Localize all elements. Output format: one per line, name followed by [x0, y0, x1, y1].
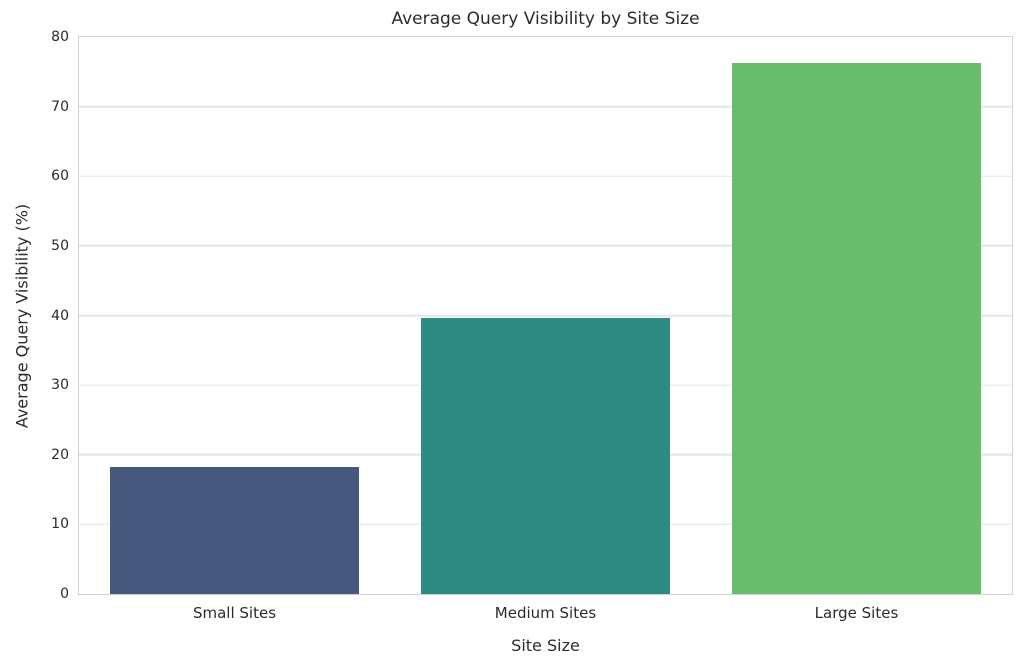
y-tick-label-50: 50 — [51, 237, 69, 254]
x-tick-label-medium-sites: Medium Sites — [494, 604, 597, 622]
x-tick-label-large-sites: Large Sites — [814, 604, 899, 622]
y-tick-label-20: 20 — [51, 446, 69, 463]
gridline-y-40 — [79, 314, 1012, 317]
y-tick-label-60: 60 — [51, 168, 69, 185]
gridline-y-60 — [79, 175, 1012, 177]
y-tick-label-10: 10 — [51, 516, 69, 533]
gridline-y-50 — [79, 245, 1012, 247]
y-tick-label-30: 30 — [51, 377, 69, 394]
bar-large-sites — [732, 63, 981, 594]
y-tick-label-80: 80 — [51, 29, 69, 45]
bar-medium-sites — [421, 318, 670, 594]
chart-title: Average Query Visibility by Site Size — [391, 9, 700, 29]
y-tick-label-0: 0 — [60, 586, 69, 602]
y-axis-label: Average Query Visibility (%) — [12, 203, 32, 429]
x-axis-label: Site Size — [511, 636, 580, 655]
y-tick-label-70: 70 — [51, 98, 69, 115]
gridline-y-70 — [79, 105, 1012, 108]
bar-small-sites — [110, 467, 359, 594]
x-tick-label-small-sites: Small Sites — [192, 604, 277, 622]
y-tick-label-40: 40 — [51, 307, 69, 324]
plot-area: 0 10 20 30 40 50 60 70 80 Small Sites Medium Sites… — [51, 30, 1013, 622]
